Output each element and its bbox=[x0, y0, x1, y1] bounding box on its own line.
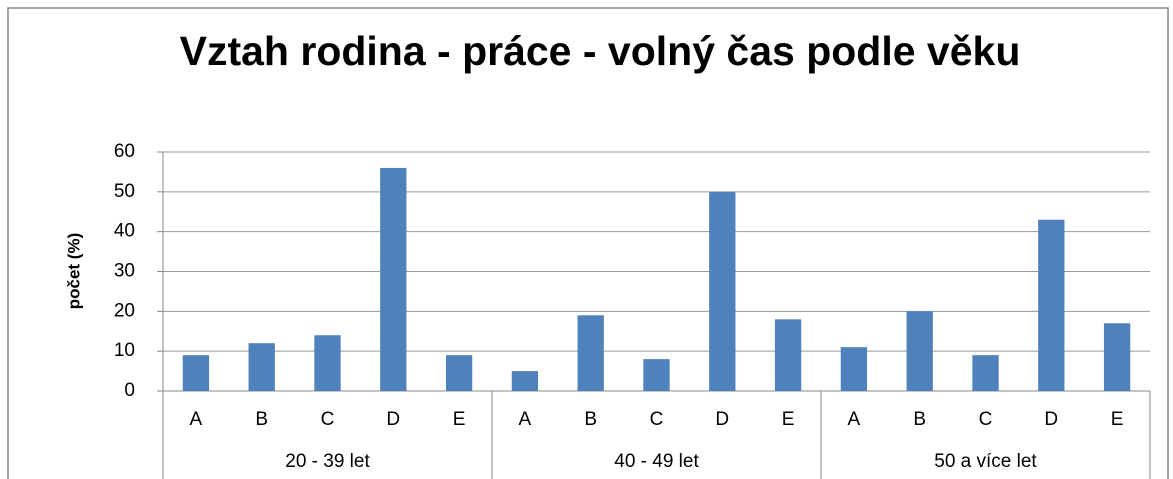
x-tick-label: C bbox=[650, 409, 664, 430]
bar bbox=[972, 355, 999, 391]
x-tick-label: E bbox=[782, 409, 795, 430]
bar bbox=[1038, 219, 1065, 391]
x-tick-label: D bbox=[715, 409, 729, 430]
x-tick-label: A bbox=[848, 409, 861, 430]
group-label: 20 - 39 let bbox=[285, 451, 370, 472]
y-tick-label: 20 bbox=[114, 300, 135, 321]
x-tick-label: D bbox=[386, 409, 400, 430]
group-label: 50 a více let bbox=[934, 451, 1037, 472]
x-tick-label: B bbox=[584, 409, 597, 430]
x-tick-label: A bbox=[519, 409, 532, 430]
bar bbox=[314, 335, 341, 391]
chart-title: Vztah rodina - práce - volný čas podle v… bbox=[179, 28, 1021, 74]
x-tick-label: C bbox=[321, 409, 335, 430]
y-tick-label: 50 bbox=[114, 181, 135, 202]
y-tick-label: 10 bbox=[114, 340, 135, 361]
bar bbox=[709, 191, 736, 391]
bar bbox=[577, 315, 604, 391]
y-tick-label: 40 bbox=[114, 221, 135, 242]
x-tick-label: E bbox=[453, 409, 466, 430]
x-tick-label: B bbox=[255, 409, 268, 430]
bar bbox=[906, 311, 933, 391]
x-tick-label: A bbox=[190, 409, 203, 430]
bar bbox=[380, 167, 407, 391]
y-tick-label: 30 bbox=[114, 261, 135, 282]
x-tick-label: C bbox=[979, 409, 993, 430]
group-label: 40 - 49 let bbox=[614, 451, 699, 472]
y-tick-label: 60 bbox=[114, 141, 135, 162]
bar bbox=[1103, 323, 1131, 391]
x-tick-label: B bbox=[913, 409, 926, 430]
bar bbox=[248, 343, 275, 391]
x-tick-label: D bbox=[1044, 409, 1058, 430]
bar bbox=[840, 347, 868, 391]
y-tick-label: 0 bbox=[124, 380, 135, 401]
bar bbox=[511, 371, 539, 391]
bar bbox=[774, 319, 802, 391]
y-axis-label: počet (%) bbox=[64, 233, 83, 310]
x-tick-label: E bbox=[1111, 409, 1124, 430]
chart-border bbox=[7, 7, 1169, 479]
bar bbox=[182, 355, 210, 391]
bar bbox=[445, 355, 473, 391]
bar bbox=[643, 359, 670, 391]
